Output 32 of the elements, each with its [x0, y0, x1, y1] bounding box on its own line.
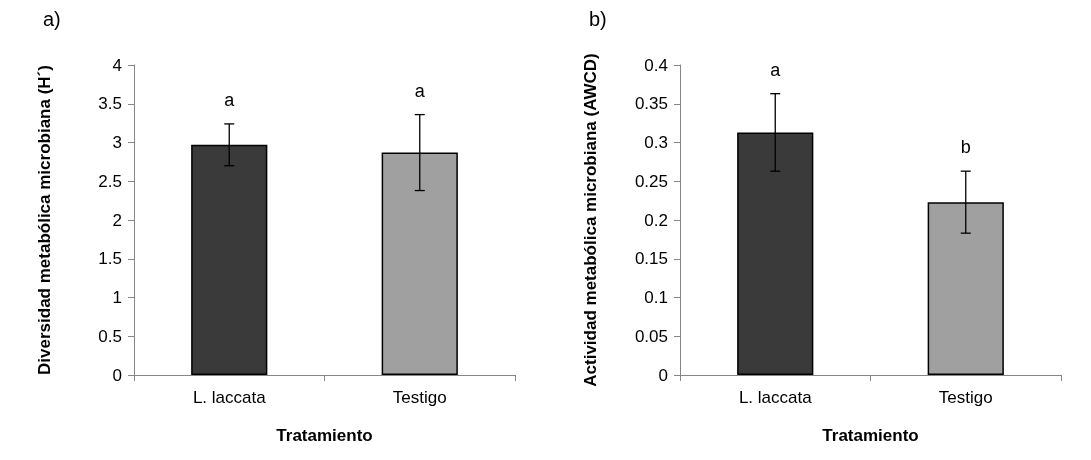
y-tick-label: 1.5: [98, 249, 122, 269]
y-tick-label: 3.5: [98, 94, 122, 114]
y-tick-label: 0.2: [644, 210, 668, 230]
y-tick-label: 1: [112, 288, 122, 307]
annotation: a: [414, 80, 426, 101]
y-tick-label: 0.1: [644, 288, 668, 307]
y-tick-label: 0.15: [634, 249, 668, 269]
chart-title: a): [43, 8, 61, 30]
y-tick-label: 2: [112, 210, 122, 230]
y-axis-title: Diversidad metabólica microbiana (H´): [34, 65, 54, 375]
y-tick-label: 0.35: [634, 94, 668, 114]
annotation: b: [960, 137, 971, 158]
y-tick-label: 3: [112, 133, 122, 152]
y-tick-label: 0: [658, 365, 668, 385]
y-tick-label: 2.5: [98, 171, 122, 191]
x-tick-label: L. laccata: [192, 388, 267, 407]
annotation: a: [224, 89, 236, 110]
x-axis-title: Tratamiento: [276, 426, 373, 445]
y-tick-label: 4: [112, 55, 122, 75]
x-tick-label: Testigo: [938, 388, 993, 407]
annotation: a: [770, 59, 782, 80]
x-axis-title: Tratamiento: [822, 426, 919, 445]
y-axis-title: Actividad metabólica microbiana (AWCD): [580, 53, 600, 387]
y-tick-label: 0.3: [644, 133, 668, 152]
y-tick-label: 0.05: [634, 326, 668, 346]
chart-title: b): [589, 8, 607, 30]
y-tick-label: 0.5: [98, 326, 122, 346]
y-tick-label: 0.25: [634, 171, 668, 191]
y-tick-label: 0: [112, 365, 122, 385]
x-tick-label: L. laccata: [738, 388, 813, 407]
x-tick-label: Testigo: [392, 388, 447, 407]
y-tick-label: 0.4: [644, 55, 668, 75]
